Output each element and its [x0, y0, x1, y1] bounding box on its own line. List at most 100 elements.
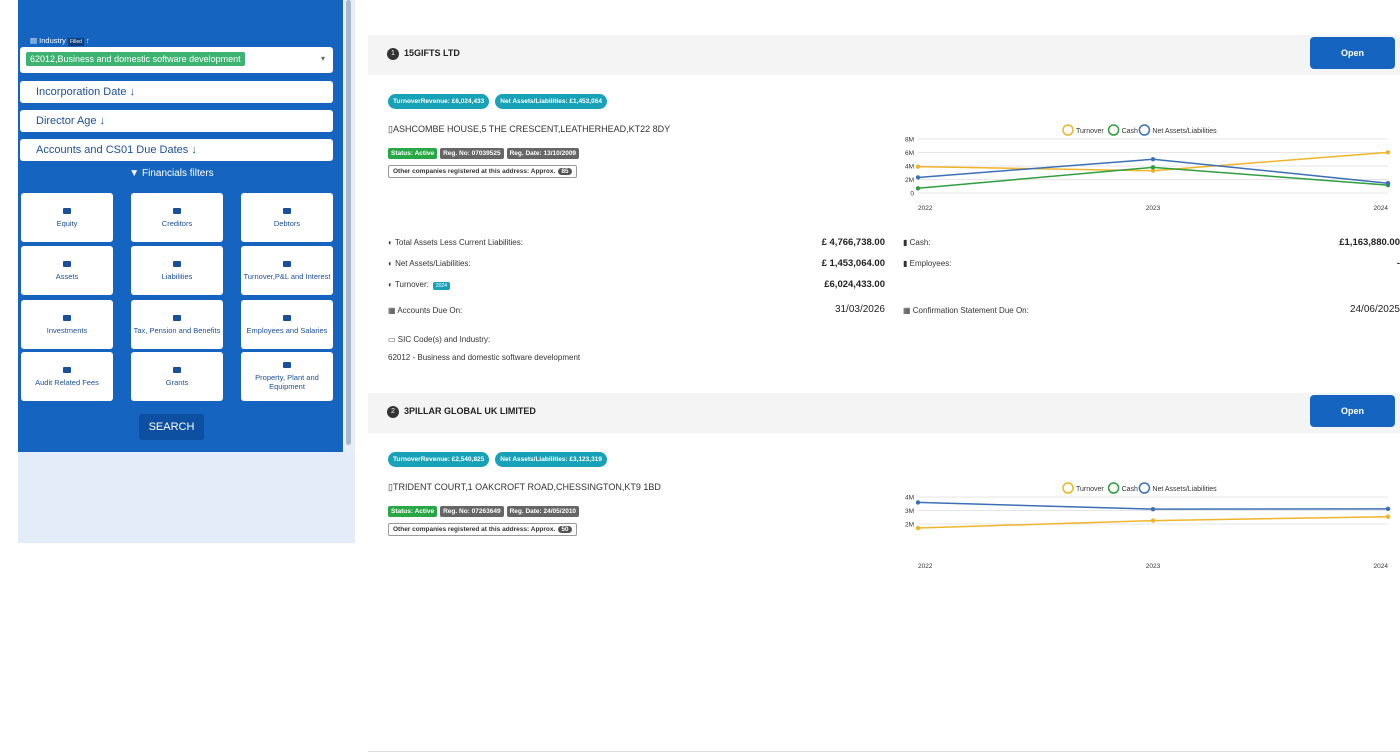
financial-value: £6,024,433.00 [824, 279, 885, 290]
financial-value: £1,163,880.00 [1339, 237, 1400, 248]
tile-label: Grants [165, 377, 189, 387]
legend-label: Cash [1122, 128, 1138, 135]
filter-tile[interactable]: Investments [21, 300, 113, 349]
x-tick-label: 2024 [1374, 563, 1389, 570]
icon: ▮ [903, 259, 910, 268]
open-button[interactable]: Open [1310, 395, 1395, 427]
company-number: 2 [387, 406, 399, 418]
date-label-row: ▦ Confirmation Statement Due On: [903, 306, 1029, 315]
legend-marker [1138, 482, 1151, 494]
tile-label: Investments [46, 325, 88, 335]
financial-label: Total Assets Less Current Liabilities: [394, 238, 523, 247]
y-tick-label: 3M [905, 508, 914, 515]
tile-icon [173, 366, 181, 373]
company-name: 3PILLAR GLOBAL UK LIMITED [404, 406, 536, 416]
other-label: Other companies registered at this addre… [393, 168, 556, 175]
financial-label-row: ◐ Net Assets/Liabilities: [388, 259, 471, 268]
tile-label: Debtors [273, 218, 301, 228]
tag-row: Status: Active Reg. No: 07263649 Reg. Date… [388, 500, 582, 518]
legend-marker [1062, 124, 1074, 136]
tile-icon [283, 362, 291, 368]
summary-badge: Net Assets/Liabilities: £1,453,064 [495, 94, 607, 109]
tile-icon [283, 314, 291, 321]
industry-chip: 62012,Business and domestic software dev… [26, 52, 245, 66]
tile-icon [173, 207, 181, 214]
icon: ▦ [388, 306, 398, 315]
company-card: 2 3PILLAR GLOBAL UK LIMITED Open TurnoverRe… [368, 393, 1400, 752]
date-label: Confirmation Statement Due On: [912, 306, 1029, 315]
dropdown-arrow: ▾ [320, 54, 325, 63]
data-point [1150, 157, 1156, 162]
legend-label: Turnover [1076, 486, 1104, 493]
y-tick-label: 4M [905, 164, 914, 171]
tile-icon [283, 260, 291, 267]
badge-row: TurnoverRevenue: £6,024,433 Net Assets/Li… [388, 90, 613, 109]
year-badge: 2024 [432, 282, 450, 290]
summary-badge: TurnoverRevenue: £6,024,433 [388, 94, 490, 109]
tile-icon [173, 260, 181, 267]
address: TRIDENT COURT,1 OAKCROFT ROAD,CHESSINGTO… [392, 482, 661, 492]
industry-badge: Filled [67, 38, 84, 46]
x-tick-label: 2022 [918, 205, 933, 212]
tile-label: Turnover,P&L and Interest [243, 271, 331, 281]
company-card: 1 15GIFTS LTD Open TurnoverRevenue: £6,024,… [368, 35, 1400, 394]
filter-tile[interactable]: Debtors [241, 193, 333, 242]
sidebar-background [18, 452, 355, 543]
filter-tile[interactable]: Liabilities [131, 246, 223, 295]
card-header: 1 15GIFTS LTD Open [368, 35, 1400, 75]
data-point [1150, 518, 1156, 523]
open-button[interactable]: Open [1310, 37, 1395, 69]
filter-tile[interactable]: Audit Related Fees [21, 352, 113, 401]
company-number: 1 [387, 48, 399, 60]
financial-value: £ 1,453,064.00 [821, 258, 885, 269]
filter-tile[interactable]: Grants [131, 352, 223, 401]
data-point [915, 175, 921, 180]
card-header: 2 3PILLAR GLOBAL UK LIMITED Open [368, 393, 1400, 433]
filter-tile[interactable]: Assets [21, 246, 113, 295]
data-point [1150, 168, 1156, 173]
tile-icon [63, 366, 71, 373]
tile-icon [63, 207, 71, 214]
industry-label: Industry [39, 36, 66, 45]
y-tick-label: 2M [905, 177, 914, 184]
date-value: 31/03/2026 [834, 304, 885, 315]
x-tick-label: 2023 [1146, 563, 1161, 570]
filter-box[interactable]: Incorporation Date ↓ [20, 81, 333, 103]
status-tag: Reg. No: 07039525 [440, 148, 504, 159]
financial-label-row: ▮ Cash: [903, 238, 931, 247]
industry-select[interactable]: 62012,Business and domestic software dev… [20, 47, 333, 73]
filter-box[interactable]: Director Age ↓ [20, 110, 333, 132]
industry-label-row: ▤ Industry Filled ↑ [30, 36, 90, 46]
status-tag: Status: Active [388, 148, 438, 159]
search-button[interactable]: SEARCH [139, 414, 204, 440]
page: ▤ Industry Filled ↑ 62012,Business and d… [18, 0, 1400, 752]
status-tag: Status: Active [388, 506, 438, 517]
filter-tile[interactable]: Employees and Salaries [241, 300, 333, 349]
data-point [1150, 506, 1156, 512]
summary-badge: TurnoverRevenue: £2,540,825 [388, 452, 490, 467]
date-label: Accounts Due On: [397, 306, 463, 315]
tile-label: Employees and Salaries [246, 325, 328, 335]
filter-tile[interactable]: Property, Plant and Equipment [241, 352, 333, 401]
legend-marker [1138, 124, 1151, 136]
icon: ◐ [388, 238, 395, 247]
tile-icon [173, 314, 181, 321]
address: ASHCOMBE HOUSE,5 THE CRESCENT,LEATHERHEA… [392, 124, 671, 134]
data-point [915, 500, 921, 505]
financial-label-row: ◐ Turnover: 2024 [388, 280, 450, 290]
legend-label: Turnover [1076, 128, 1104, 135]
tile-label: Assets [55, 271, 79, 281]
data-point [1385, 150, 1391, 155]
address-row: ▯ASHCOMBE HOUSE,5 THE CRESCENT,LEATHERHE… [388, 124, 670, 135]
filter-tile[interactable]: Turnover,P&L and Interest [241, 246, 333, 295]
financial-label: Net Assets/Liabilities: [395, 259, 471, 268]
filter-tile[interactable]: Tax, Pension and Benefits [131, 300, 223, 349]
badge-row: TurnoverRevenue: £2,540,825 Net Assets/Li… [388, 448, 613, 467]
filter-tile[interactable]: Creditors [131, 193, 223, 242]
filter-label: Director Age [36, 115, 97, 127]
filter-box[interactable]: Accounts and CS01 Due Dates ↓ [20, 139, 333, 161]
financials-label: Financials filters [141, 168, 214, 179]
sort-arrow: ↓ [188, 144, 197, 156]
x-tick-label: 2024 [1374, 205, 1389, 212]
filter-tile[interactable]: Equity [21, 193, 113, 242]
